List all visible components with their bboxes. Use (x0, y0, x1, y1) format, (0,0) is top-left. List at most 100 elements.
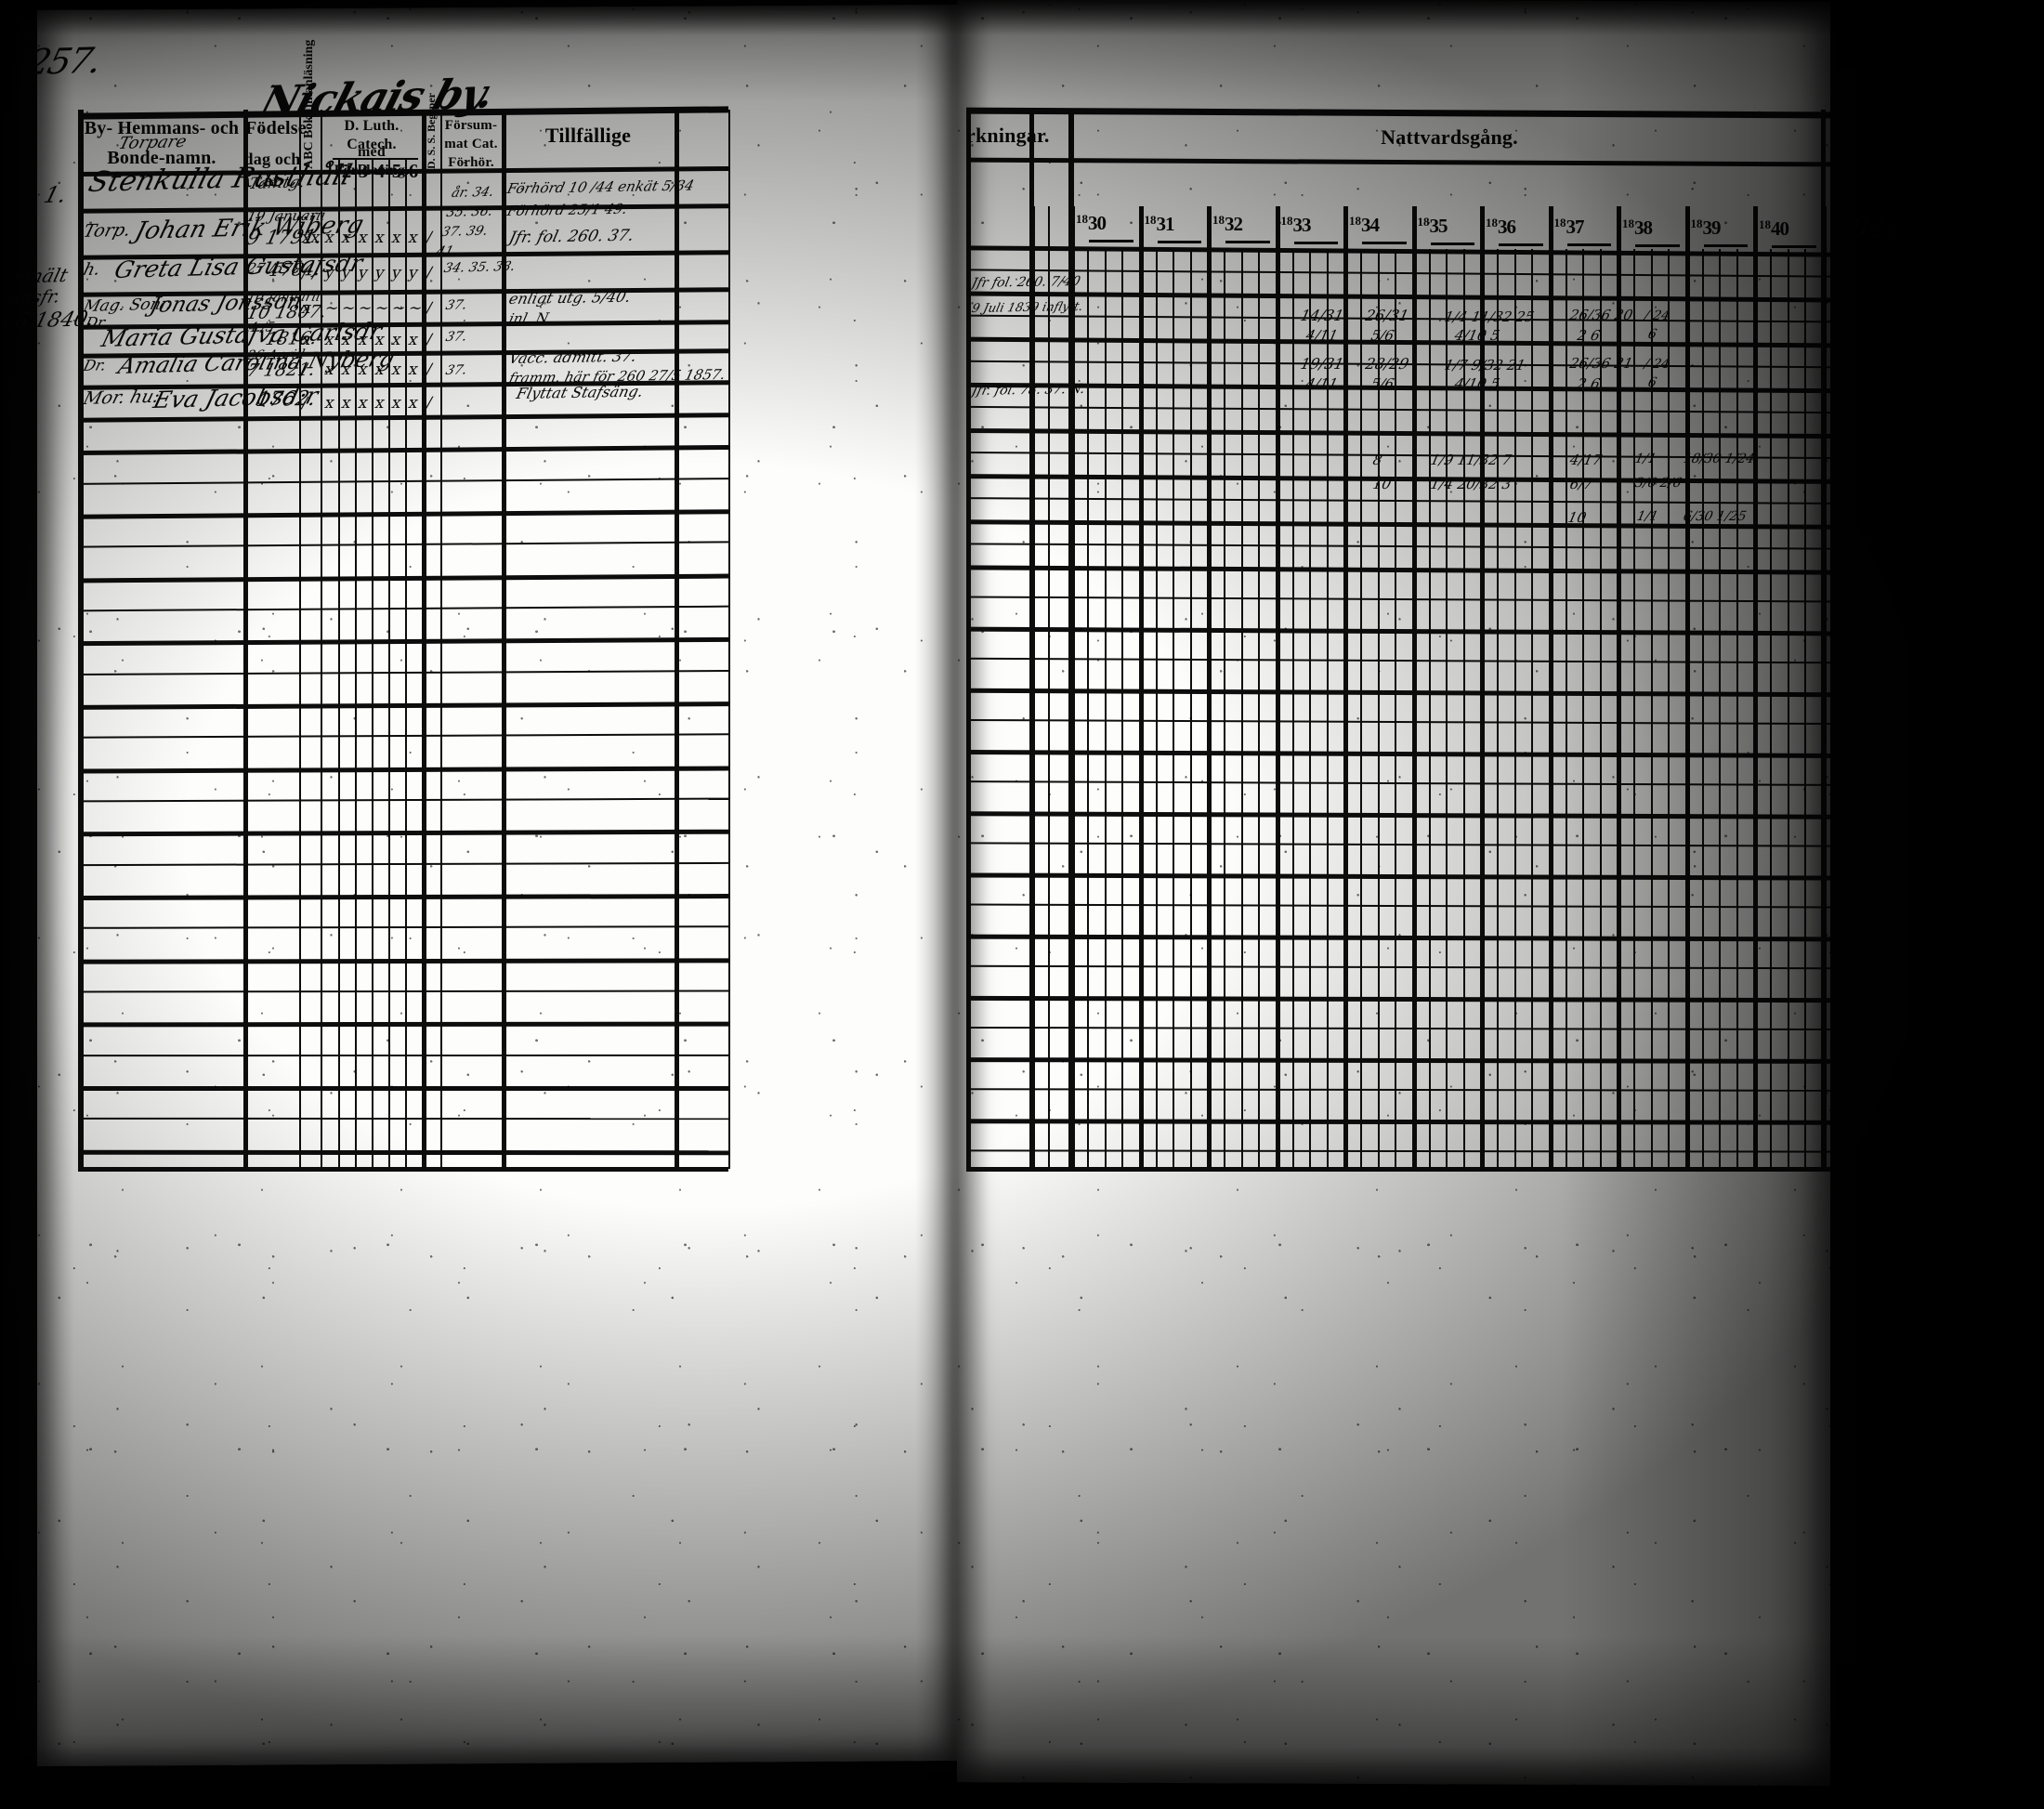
person-1-title: Torp. (81, 219, 134, 242)
communion-year-header: 1838 (1622, 216, 1653, 239)
communion-year-underline (1225, 241, 1270, 244)
communion-mark: 3/6 2/6 (1633, 476, 1684, 491)
communion-mark: 6/30 1/25 (1682, 509, 1749, 524)
col-sep-cat3 (372, 160, 373, 1169)
col-sep-cat1 (338, 160, 340, 1169)
person-5-remark-1: Vacc. admitt. 37. (506, 347, 639, 367)
communion-year-header: 1837 (1553, 216, 1585, 239)
left-empty-row-rule (78, 1149, 728, 1156)
header-dss-vertical: D. S. S. Begrper (425, 93, 438, 169)
communion-mark: 5/6 (1369, 327, 1396, 344)
col-sep-cat5 (405, 160, 407, 1169)
communion-edge-column-line (1033, 206, 1035, 1167)
left-empty-row-rule (78, 1054, 728, 1057)
left-page-outer-edge (728, 110, 730, 1169)
communion-mark: 1/1 (1633, 452, 1658, 466)
communion-year-separator (1411, 206, 1417, 1167)
communion-year-underline (1157, 240, 1201, 243)
communion-year-separator (1138, 206, 1144, 1167)
communion-mark: 26/31 (1363, 307, 1411, 324)
communion-year-separator (1548, 206, 1553, 1167)
communion-mark: 28/29 (1363, 355, 1411, 373)
communion-year-separator (1821, 206, 1827, 1167)
communion-mark: 19/31 (1298, 355, 1346, 373)
catechism-num-3: 3 (358, 160, 369, 182)
catechism-num-4: 4 (374, 160, 386, 182)
communion-year-underline (1703, 244, 1748, 248)
person-5-absence: 37. (443, 362, 469, 378)
left-empty-row-rule (78, 1021, 728, 1028)
communion-year-header: 1834 (1349, 214, 1380, 237)
catechism-num-5: 5 (391, 160, 402, 182)
margin-note-line1: anmält (0, 264, 71, 288)
header-remarks: Tillfällige (544, 124, 632, 147)
person-3-remark-1: enligt utg. 5/40. (506, 287, 633, 308)
communion-year-underline (1430, 243, 1474, 245)
cross-note-3: Jfr. fol. 78. 37. N. (970, 381, 1087, 399)
person-1-remark-1: Förhörd 10 /44 enkät 5/34 (505, 177, 696, 197)
communion-mark: 4/10 5 (1453, 375, 1501, 392)
page-number: 257. (22, 39, 105, 83)
communion-year-underline (1499, 243, 1543, 246)
communion-year-header: 1831 (1144, 212, 1175, 235)
communion-mark: 10 (1566, 509, 1589, 526)
table-bottom-rule (78, 1167, 728, 1172)
communion-mark: 4/10 5 (1453, 327, 1501, 344)
person-1-remark-3: Jfr. fol. 260. 37. (506, 226, 636, 247)
person-2-absence: 34. 35. 38. (441, 258, 518, 276)
communion-year-separator (1207, 206, 1212, 1167)
communion-year-underline (1635, 243, 1680, 247)
person-6-title: Mor. hu: (81, 386, 163, 409)
header-birth-line1: Födelse (245, 118, 307, 138)
communion-year-underline (1362, 242, 1407, 245)
header-communion: Nattvardsgång. (1381, 125, 1518, 149)
header-absence-line2: mat Cat. (444, 137, 498, 151)
communion-year-underline (1566, 243, 1611, 247)
communion-year-separator (1480, 206, 1485, 1167)
farm-name: Stenkulla Rusthåll (85, 159, 356, 199)
cross-note-1: Jfr fol. 260. 7/40 (970, 273, 1082, 291)
communion-mark: 18/30 1/24 (1682, 452, 1756, 466)
col-sep-cat4 (388, 160, 390, 1169)
table-left-border (78, 110, 84, 1169)
left-empty-row-rule (78, 1085, 728, 1092)
header-remarks-continued: rkningar. (966, 124, 1050, 147)
communion-year-header: 1840 (1759, 217, 1789, 240)
communion-mark: 2 6 (1576, 327, 1602, 344)
communion-mark: 4/11 (1304, 375, 1340, 392)
farm-birth: Tamtg. (246, 173, 308, 193)
header-absence-line1: Försum- (444, 118, 498, 133)
margin-note-line2: sinsfr. (3, 286, 63, 308)
person-3-remark-2: inl. N (507, 309, 551, 327)
communion-mark: 6/7 (1568, 476, 1595, 492)
communion-year-underline (1293, 241, 1338, 244)
person-6-remark-1: Flyttat Stafsäng. (514, 382, 646, 402)
communion-mark: 26/36 21 (1568, 355, 1635, 372)
handwritten-year-1841: 1841 (1828, 210, 1908, 245)
margin-row-index-3: 3. (6, 389, 31, 413)
communion-year-separator (1617, 206, 1621, 1167)
person-5-title: Dr. (81, 356, 109, 374)
cross-note-2: 9 Juli 1839 inflytt. (970, 299, 1085, 316)
communion-year-header: 1832 (1212, 213, 1243, 236)
communion-mark: / 24 (1643, 308, 1671, 323)
communion-mark: 4/11 (1304, 327, 1340, 344)
communion-mark: 1/4 20/32 3 (1429, 476, 1513, 492)
communion-mark: 4/17 (1568, 452, 1604, 468)
person-1-remark-2: Förhörd 25/1 49. (505, 200, 630, 219)
person-1-birth-day: 19 Januarii (245, 206, 328, 225)
communion-year-separator (1684, 206, 1690, 1167)
communion-year-separator (1343, 206, 1348, 1167)
communion-year-header: 1830 (1076, 212, 1107, 234)
communion-year-header: 1835 (1417, 215, 1448, 237)
left-empty-row-rule (78, 1117, 728, 1121)
catechism-num-6: 6 (408, 160, 419, 182)
communion-year-header: 1836 (1486, 215, 1516, 238)
communion-mark: 14/31 (1298, 307, 1346, 324)
communion-year-underline (1772, 245, 1816, 248)
communion-mark: 26/36 20 (1568, 307, 1635, 323)
header-absence-line3: Förhör. (448, 155, 494, 170)
communion-mark: 1/9 11/32 7 (1429, 452, 1513, 468)
communion-year-header: 1833 (1280, 213, 1312, 236)
